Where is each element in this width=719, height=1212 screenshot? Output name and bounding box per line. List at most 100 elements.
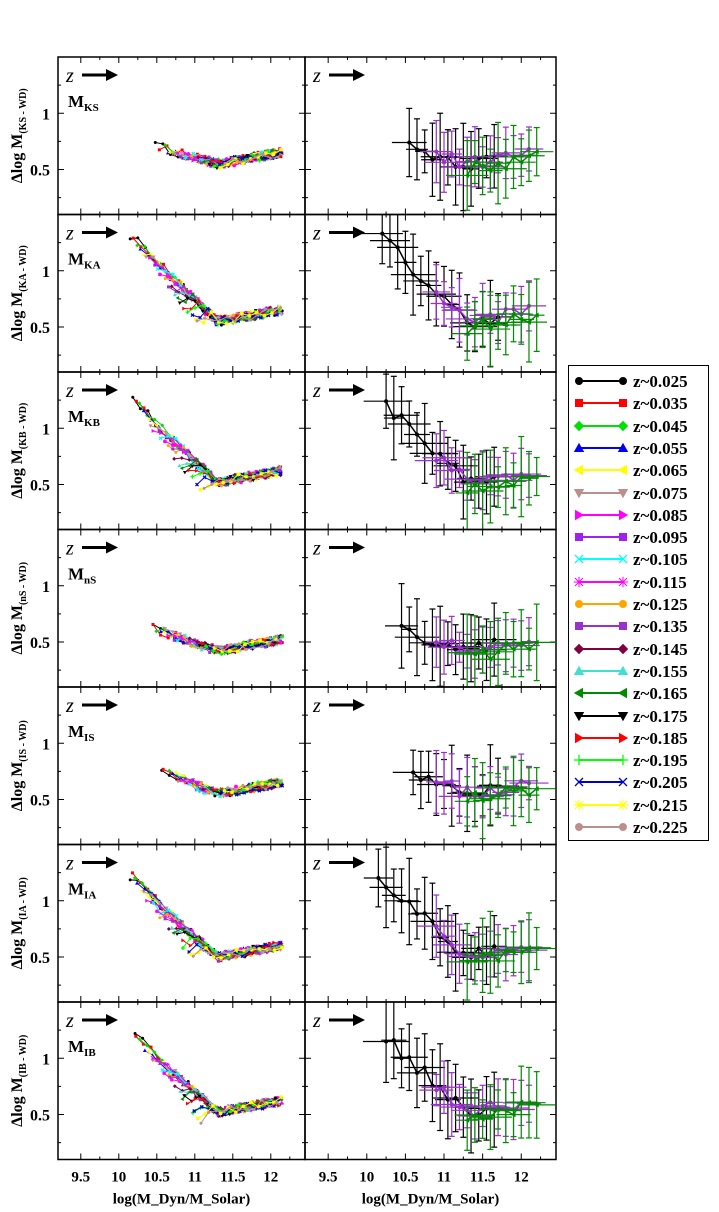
data-point (191, 1085, 196, 1090)
data-point (248, 479, 252, 483)
y-axis-label: Δlog M(IS - WD) (9, 720, 29, 811)
data-point (194, 942, 199, 947)
data-point (262, 1098, 266, 1102)
data-point (226, 164, 231, 169)
legend-swatch (575, 622, 627, 631)
data-point (167, 150, 171, 155)
z-arrow-label: z (312, 1010, 321, 1032)
data-point (510, 949, 516, 955)
data-point (180, 1088, 185, 1093)
data-point (219, 955, 224, 960)
data-point (256, 951, 260, 955)
data-point (271, 643, 276, 647)
data-point (189, 154, 193, 158)
data-point (263, 151, 268, 156)
data-point (175, 1076, 179, 1080)
data-point (168, 152, 172, 156)
data-point (128, 878, 132, 882)
series-z~0.165 (454, 755, 556, 840)
data-point (422, 640, 427, 645)
data-point (216, 1113, 220, 1117)
data-point (176, 780, 180, 784)
data-point (181, 773, 185, 778)
data-point (224, 949, 228, 953)
data-point (480, 1116, 485, 1122)
data-point (510, 1112, 516, 1118)
data-point (188, 779, 193, 784)
data-point (246, 782, 251, 787)
data-point (206, 785, 211, 790)
data-point (187, 1089, 192, 1094)
data-point (196, 155, 201, 160)
data-point (158, 916, 162, 920)
data-point (185, 927, 189, 931)
data-point (187, 463, 191, 468)
data-point (260, 1106, 265, 1111)
data-point (526, 1100, 531, 1106)
data-point (414, 147, 419, 152)
data-point (248, 471, 252, 476)
data-point (190, 313, 195, 318)
panel-IB-left: z MIB 0.5 1 Δlog M(IB - WD) (9, 1001, 306, 1161)
legend-swatch (575, 377, 627, 385)
data-point (384, 1039, 389, 1044)
data-point (200, 158, 205, 162)
z-arrow-label: z (312, 853, 321, 875)
data-point (480, 798, 485, 804)
data-point (280, 945, 285, 950)
data-point (196, 936, 201, 941)
data-point (449, 779, 454, 784)
data-point (395, 245, 400, 250)
data-point (251, 317, 256, 322)
data-point (202, 640, 207, 645)
data-point (238, 947, 243, 952)
data-point (165, 910, 169, 914)
series-z~0.225 (223, 152, 280, 165)
data-point (403, 260, 408, 265)
data-point (139, 888, 143, 893)
data-point (163, 430, 168, 435)
data-point (138, 247, 143, 251)
data-point (226, 1105, 231, 1110)
data-point (192, 157, 196, 161)
data-point (141, 890, 146, 894)
data-point (229, 951, 233, 955)
data-point (277, 469, 281, 473)
data-point (204, 945, 209, 950)
legend-entry: z~0.215 (569, 794, 710, 816)
data-point (163, 917, 167, 921)
data-point (384, 885, 389, 890)
data-point (457, 951, 462, 956)
data-point (170, 1069, 174, 1073)
data-point (270, 148, 274, 152)
data-point (263, 474, 267, 478)
data-point (207, 1110, 211, 1114)
y-tick-label: 1 (42, 736, 50, 753)
data-point (179, 456, 184, 461)
data-point (399, 898, 404, 903)
legend-entry: z~0.155 (569, 660, 710, 682)
data-point (217, 477, 221, 481)
data-point (238, 160, 242, 164)
data-point (275, 945, 279, 949)
data-point (144, 255, 148, 259)
data-point (449, 152, 454, 157)
series-z~0.215 (198, 469, 279, 492)
data-point (252, 646, 256, 650)
data-point (188, 936, 193, 940)
data-point (503, 947, 508, 953)
series-z~0.025 (363, 846, 508, 992)
data-point (211, 649, 216, 653)
legend-swatch (573, 488, 629, 498)
data-point (230, 790, 234, 795)
data-point (254, 310, 259, 315)
y-axis-label: Δlog M(nS - WD) (9, 562, 29, 655)
data-point (228, 475, 233, 479)
data-point (411, 770, 416, 775)
data-point (266, 469, 271, 474)
data-point (263, 942, 268, 947)
data-point (391, 416, 396, 421)
data-point (190, 474, 195, 479)
data-point (495, 793, 501, 799)
data-point (151, 255, 156, 259)
